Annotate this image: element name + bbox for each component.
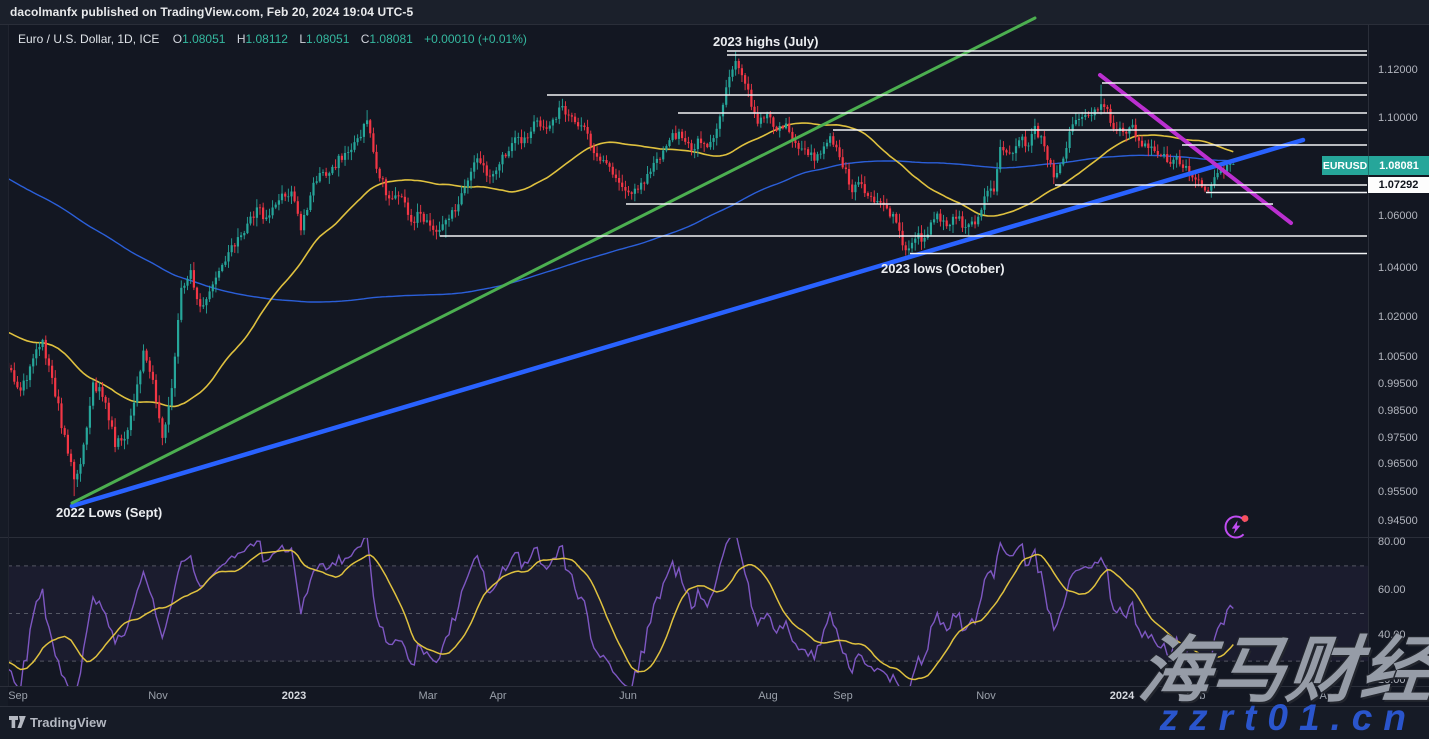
badge-divider <box>1368 156 1369 175</box>
price-axis-label: 1.10000 <box>1378 112 1418 124</box>
last-price-badge: EURUSD 1.08081 <box>1322 156 1429 175</box>
badge-last-price: 1.08081 <box>1379 159 1419 172</box>
time-axis-month-label: Mar <box>418 690 438 702</box>
sma-slow-line <box>8 154 1234 303</box>
falling-resistance-purple[interactable] <box>1098 73 1293 225</box>
boost-circle <box>1224 515 1248 539</box>
high-value: H1.08112 <box>236 32 288 46</box>
open-value: O1.08051 <box>172 32 226 46</box>
notification-dot <box>1241 515 1249 522</box>
time-axis-month-label: Nov <box>148 690 168 702</box>
watermark-chinese: 海马财经 <box>1134 631 1429 711</box>
time-axis-month-label: Apr <box>1319 690 1337 702</box>
time-axis-month-label: Feb <box>1186 690 1206 702</box>
boost-icon[interactable] <box>1222 512 1252 544</box>
watermark-url: zzrt01.cn <box>1159 697 1417 739</box>
support-resistance-levels[interactable] <box>440 50 1367 255</box>
change-value: +0.00010 (+0.01%) <box>424 32 527 46</box>
time-axis-year-label: 2024 <box>1109 690 1135 702</box>
price-axis-label: 0.98500 <box>1378 405 1418 417</box>
time-axis-month-label: Sep <box>833 690 853 702</box>
rsi-ma-line <box>8 549 1234 681</box>
rising-support-green[interactable] <box>70 16 1037 505</box>
price-axis-label: 0.96500 <box>1378 458 1418 470</box>
rsi-axis-label: 80.00 <box>1378 536 1406 548</box>
price-axis-label: 0.99500 <box>1378 378 1418 390</box>
close-value: C1.08081 <box>360 32 413 46</box>
time-axis-month-label: Apr <box>489 690 507 702</box>
rsi-axis-label: 40.00 <box>1378 629 1406 641</box>
price-axis-label: 1.00500 <box>1378 351 1418 363</box>
chart-annotation: 2023 highs (July) <box>713 34 819 49</box>
chart-annotation: 2022 Lows (Sept) <box>56 505 163 520</box>
left-gutter <box>0 25 8 706</box>
chart-annotation: 2023 lows (October) <box>881 261 1005 276</box>
low-value: L1.08051 <box>299 32 350 46</box>
time-axis-month-label: Sep <box>8 690 28 702</box>
rsi-pane[interactable] <box>8 532 1368 697</box>
publish-info: dacolmanfx published on TradingView.com,… <box>10 5 414 19</box>
price-axis-label: 1.06000 <box>1378 210 1418 222</box>
tradingview-logo-icon[interactable] <box>9 716 26 731</box>
level-price-badge: 1.07292 <box>1368 177 1429 193</box>
lightning-icon <box>1231 520 1241 534</box>
badge-symbol: EURUSD <box>1322 159 1368 172</box>
sma-fast-line <box>8 122 1234 408</box>
chart-legend: Euro / U.S. Dollar, 1D, ICE O1.08051 H1.… <box>18 32 527 46</box>
rsi-axis-label: 60.00 <box>1378 584 1406 596</box>
time-axis-month-label: Nov <box>976 690 996 702</box>
publish-bar: dacolmanfx published on TradingView.com,… <box>0 0 1429 25</box>
time-axis-month-label: Aug <box>758 690 778 702</box>
symbol-title: Euro / U.S. Dollar, 1D, ICE <box>18 32 160 46</box>
price-axis-label: 0.94500 <box>1378 515 1418 527</box>
price-axis-label: 1.04000 <box>1378 262 1418 274</box>
price-pane[interactable] <box>7 51 1235 497</box>
candlestick-series <box>8 51 1235 497</box>
price-axis-label: 0.97500 <box>1378 432 1418 444</box>
time-axis-month-label: Jun <box>619 690 637 702</box>
price-axis-label: 1.12000 <box>1378 64 1418 76</box>
tradingview-brand[interactable]: TradingView <box>30 715 107 730</box>
bottom-bar: TradingView <box>0 706 1429 739</box>
price-axis-label: 1.02000 <box>1378 311 1418 323</box>
price-axis-label: 0.95500 <box>1378 486 1418 498</box>
rising-support-blue[interactable] <box>69 137 1306 509</box>
time-axis-year-label: 2023 <box>281 690 307 702</box>
rsi-axis-label: 20.00 <box>1378 674 1406 686</box>
